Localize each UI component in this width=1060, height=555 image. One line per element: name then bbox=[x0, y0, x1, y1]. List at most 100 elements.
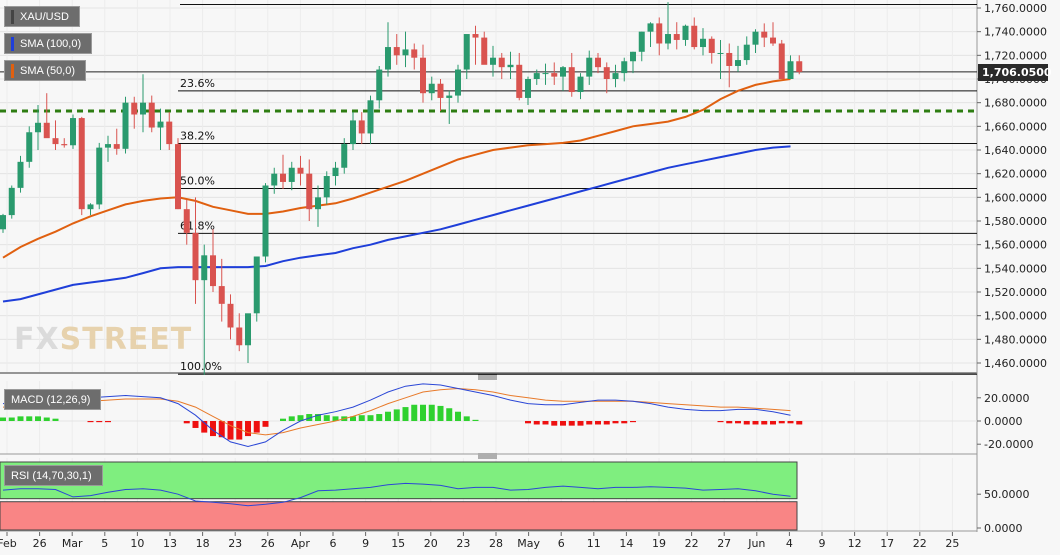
rsi-line bbox=[2, 482, 791, 507]
candle-body bbox=[70, 118, 76, 146]
candle-body bbox=[280, 173, 286, 182]
candle-body bbox=[402, 49, 409, 56]
candle-body bbox=[271, 173, 278, 186]
macd-histogram-bar bbox=[245, 421, 251, 437]
candle-body bbox=[708, 38, 715, 53]
macd-histogram-bar bbox=[551, 421, 558, 426]
macd-histogram-bar bbox=[560, 421, 566, 426]
candle-body bbox=[306, 173, 313, 210]
candle-body bbox=[525, 79, 531, 98]
candle-body bbox=[446, 95, 453, 98]
candle-body bbox=[96, 147, 103, 205]
fib-label: 100.0% bbox=[180, 360, 222, 373]
legend-rsi[interactable]: RSI (14,70,30,1) bbox=[4, 465, 103, 486]
macd-signal-line bbox=[2, 387, 791, 436]
candle-body bbox=[148, 102, 155, 128]
macd-histogram-bar bbox=[542, 421, 549, 425]
x-tick-label: 22 bbox=[685, 537, 699, 550]
macd-histogram-bar bbox=[787, 421, 794, 424]
macd-histogram-bar bbox=[201, 421, 208, 433]
candle-body bbox=[638, 31, 645, 52]
candle-body bbox=[262, 185, 269, 257]
candle-body bbox=[516, 64, 523, 98]
candle-body bbox=[490, 57, 496, 65]
candle-body bbox=[796, 61, 803, 72]
macd-panel-bg bbox=[0, 381, 977, 454]
y-tick-label: 1,760.0000 bbox=[984, 2, 1047, 15]
candle-body bbox=[656, 23, 663, 44]
candle-body bbox=[778, 43, 785, 79]
candle-body bbox=[770, 37, 776, 44]
macd-histogram-bar bbox=[717, 421, 724, 423]
watermark-part2: STREET bbox=[59, 322, 193, 357]
candle-body bbox=[315, 197, 321, 210]
x-tick-label: 23 bbox=[228, 537, 242, 550]
candle-body bbox=[735, 60, 741, 66]
candle-body bbox=[210, 255, 216, 287]
candle-body bbox=[341, 144, 348, 168]
y-tick-label: 1,620.0000 bbox=[984, 168, 1047, 181]
x-tick-label: 23 bbox=[456, 537, 470, 550]
macd-histogram-bar bbox=[26, 416, 33, 421]
main-panel-bg bbox=[0, 0, 977, 373]
macd-histogram-bar bbox=[8, 417, 15, 421]
candle-body bbox=[332, 167, 339, 177]
macd-histogram-bar bbox=[752, 421, 759, 425]
candle-body bbox=[498, 57, 505, 68]
macd-histogram-bar bbox=[52, 418, 59, 421]
x-tick-label: Apr bbox=[291, 537, 311, 550]
legend-sma100[interactable]: SMA (100,0) bbox=[4, 33, 93, 54]
macd-histogram-bar bbox=[332, 416, 339, 421]
x-tick-label: 22 bbox=[913, 537, 927, 550]
macd-histogram-bar bbox=[393, 409, 400, 421]
x-tick-label: 27 bbox=[717, 537, 731, 550]
candle-body bbox=[166, 121, 173, 145]
candle-body bbox=[61, 144, 68, 146]
candle-body bbox=[542, 73, 549, 75]
legend-label-sma50: SMA (50,0) bbox=[20, 65, 76, 77]
macd-histogram-bar bbox=[376, 414, 383, 421]
y-tick-label: 1,680.0000 bbox=[984, 97, 1047, 110]
macd-y-tick-label: 20.0000 bbox=[984, 392, 1030, 405]
macd-histogram-bar bbox=[43, 417, 50, 421]
legend-xauusd[interactable]: XAU/USD bbox=[4, 6, 80, 27]
candle-body bbox=[761, 31, 768, 38]
candle-body bbox=[726, 52, 733, 66]
x-tick-label: 26 bbox=[33, 537, 47, 550]
fib-label: 23.6% bbox=[180, 77, 215, 90]
macd-histogram-bar bbox=[603, 421, 610, 425]
macd-line bbox=[2, 383, 791, 448]
candle-body bbox=[183, 209, 190, 233]
macd-histogram-bar bbox=[472, 419, 479, 421]
macd-histogram-bar bbox=[428, 404, 435, 421]
macd-histogram-bar bbox=[411, 404, 418, 421]
candle-body bbox=[297, 167, 304, 174]
candle-body bbox=[35, 122, 41, 133]
candle-body bbox=[752, 31, 759, 45]
candle-body bbox=[472, 34, 479, 38]
candle-body bbox=[577, 76, 584, 93]
macd-histogram-bar bbox=[446, 408, 453, 421]
candle-body bbox=[717, 52, 724, 54]
rsi-overbought-zone bbox=[0, 461, 798, 500]
candle-body bbox=[437, 83, 444, 98]
x-tick-label: Mar bbox=[62, 537, 83, 550]
candle-body bbox=[428, 83, 435, 94]
macd-histogram-bar bbox=[297, 415, 304, 421]
candle-body bbox=[367, 100, 374, 134]
y-tick-label: 1,660.0000 bbox=[984, 120, 1047, 133]
legend-sma50[interactable]: SMA (50,0) bbox=[4, 60, 87, 81]
rsi-y-tick-label: 0.0000 bbox=[984, 522, 1023, 535]
x-tick-label: 11 bbox=[587, 537, 601, 550]
macd-histogram-bar bbox=[306, 414, 313, 421]
candle-body bbox=[700, 38, 706, 48]
macd-histogram-bar bbox=[262, 421, 269, 427]
macd-histogram-bar bbox=[35, 416, 41, 421]
candle-body bbox=[236, 327, 243, 346]
y-tick-label: 1,600.0000 bbox=[984, 191, 1047, 204]
macd-y-tick-label: -20.0000 bbox=[984, 438, 1033, 451]
x-tick-label: 9 bbox=[362, 537, 369, 550]
candle-body bbox=[568, 67, 575, 93]
legend-macd[interactable]: MACD (12,26,9) bbox=[4, 389, 102, 410]
